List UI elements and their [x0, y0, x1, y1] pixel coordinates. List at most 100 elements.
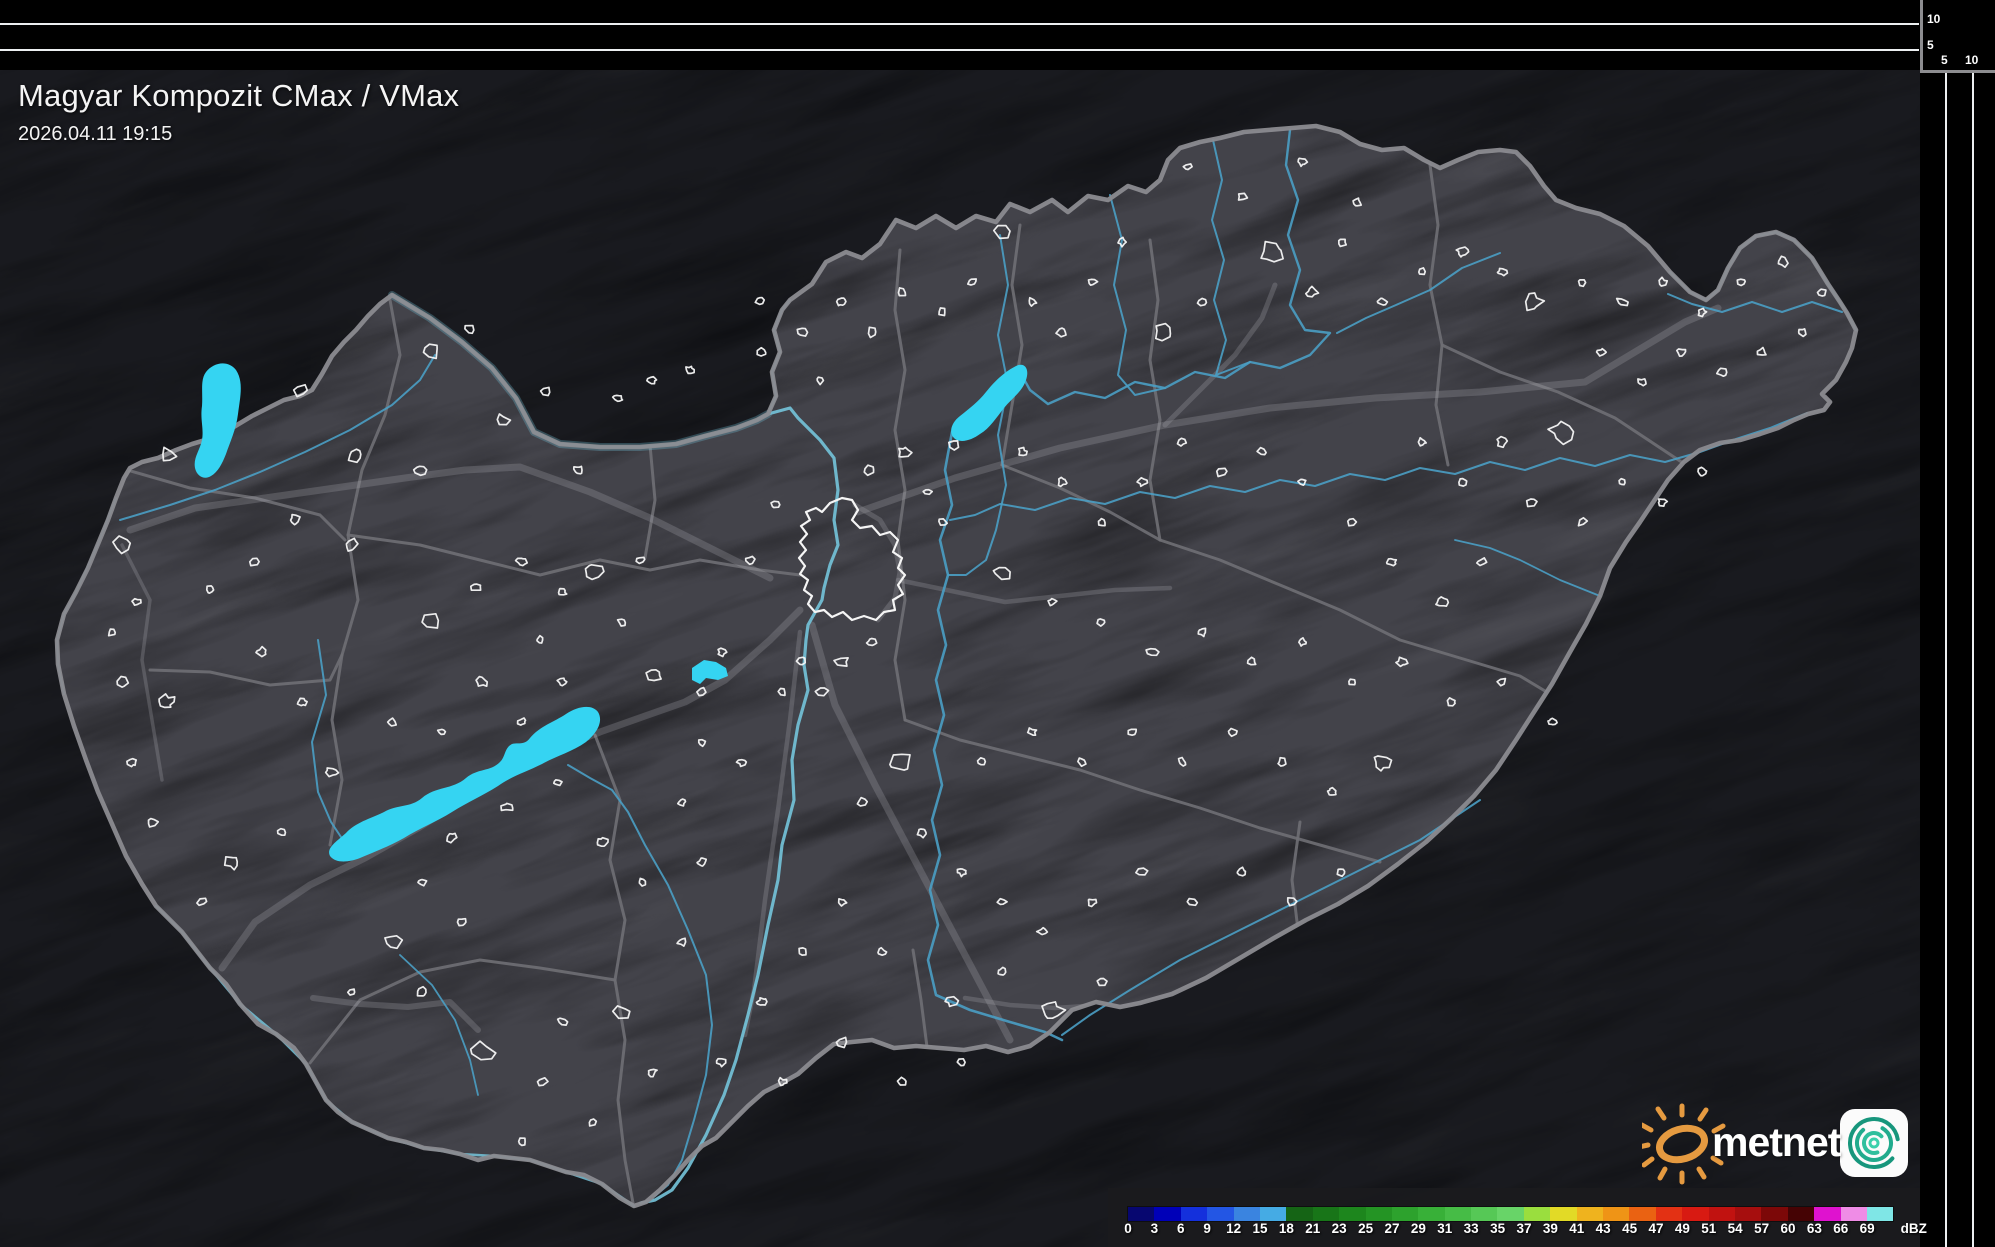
top-profile-panel	[0, 0, 1920, 70]
settlement-outline	[500, 802, 514, 812]
settlement-outline	[1797, 328, 1807, 338]
legend-swatch	[1708, 1207, 1735, 1221]
settlement-outline	[1117, 236, 1128, 248]
legend-tick: 57	[1754, 1221, 1770, 1236]
sun-icon	[1642, 1103, 1726, 1185]
settlement-outline	[1177, 756, 1187, 767]
settlement-outline	[126, 757, 138, 768]
settlement-outline	[976, 756, 987, 766]
settlement-outline	[992, 224, 1011, 240]
settlement-outline	[1096, 618, 1106, 627]
settlement-outline	[557, 587, 568, 596]
top-gridline-5	[0, 49, 1919, 51]
settlement-outline	[1346, 517, 1358, 527]
settlement-outline	[1286, 896, 1298, 907]
settlement-outline	[1455, 246, 1470, 258]
legend-tick: 25	[1358, 1221, 1374, 1236]
settlement-outline	[754, 296, 766, 306]
legend-tick: 6	[1177, 1221, 1185, 1236]
settlement-outline	[1087, 278, 1099, 287]
settlement-outline	[1715, 367, 1728, 378]
logo-wordmark: metnet	[1712, 1119, 1841, 1165]
settlement-outline	[956, 1057, 966, 1067]
settlement-outline	[1227, 727, 1238, 738]
settlement-outline	[616, 618, 627, 627]
settlement-outline	[1777, 255, 1789, 269]
corner-vertical-axis	[1920, 0, 1923, 71]
settlement-outline	[1246, 656, 1257, 666]
settlement-outline	[916, 828, 927, 839]
settlement-outline	[1256, 446, 1267, 456]
settlement-outline	[611, 1005, 631, 1020]
legend-tick: 47	[1648, 1221, 1664, 1236]
legend-tick: 3	[1150, 1221, 1159, 1236]
settlement-outline	[1385, 557, 1398, 567]
dbz-legend: dBZ 0 3 6 9 12 15 18 21 23 25 27 29 31 33 35 37 39 41 43 45…	[1108, 1188, 1927, 1247]
settlement-outline	[1577, 516, 1589, 527]
settlement-outline	[1145, 647, 1160, 657]
settlement-outline	[347, 448, 362, 464]
settlement-outline	[1182, 163, 1193, 171]
settlement-outline	[1524, 292, 1546, 312]
settlement-outline	[1417, 267, 1427, 276]
settlement-outline	[255, 645, 267, 658]
legend-tick: 27	[1384, 1221, 1400, 1236]
settlement-outline	[1417, 436, 1428, 447]
settlement-outline	[1176, 437, 1188, 447]
rivers-layer	[119, 128, 1843, 1205]
settlement-outline	[584, 563, 605, 581]
county-borders-layer	[125, 163, 1685, 1205]
legend-swatch	[1365, 1207, 1392, 1221]
settlement-outline	[412, 465, 428, 477]
settlement-outline	[386, 717, 398, 727]
legend-tick: 29	[1410, 1221, 1426, 1236]
settlement-outline	[896, 1076, 907, 1086]
settlement-outline	[1697, 307, 1708, 318]
settlement-outline	[514, 557, 529, 567]
legend-tick: 41	[1569, 1221, 1585, 1236]
legend-swatch	[1339, 1207, 1366, 1221]
legend-tick: 39	[1542, 1221, 1558, 1236]
settlement-outline	[469, 583, 482, 592]
settlement-outline	[867, 326, 877, 339]
settlement-outline	[816, 376, 825, 386]
settlement-outline	[997, 966, 1007, 976]
right-gridline-10	[1972, 73, 1974, 1247]
settlement-outline	[1087, 898, 1098, 908]
settlement-outline	[162, 446, 178, 462]
settlement-outline	[1496, 435, 1509, 449]
legend-tick: 54	[1727, 1221, 1743, 1236]
settlement-outline	[1577, 278, 1587, 288]
settlement-outline	[556, 677, 568, 687]
lake-balaton	[329, 706, 601, 862]
settlement-outline	[223, 855, 239, 871]
settlement-outline	[1041, 1001, 1067, 1020]
corner-horizontal-axis	[1920, 70, 1995, 73]
settlement-outline	[416, 985, 427, 997]
lake-velence	[692, 660, 728, 684]
settlement-outline	[517, 1137, 526, 1147]
settlement-outline	[1525, 498, 1538, 508]
settlement-outline	[1816, 288, 1827, 297]
settlement-outline	[814, 687, 830, 697]
settlement-outline	[611, 394, 624, 403]
settlement-outline	[1657, 498, 1669, 507]
settlement-outline	[889, 753, 911, 771]
settlement-outline	[1736, 278, 1747, 287]
metnet-app-icon	[1840, 1109, 1908, 1177]
vaxis-tick-10: 10	[1927, 12, 1941, 26]
settlement-outline	[796, 327, 809, 337]
legend-tick: 23	[1331, 1221, 1347, 1236]
page-title: Magyar Kompozit CMax / VMax	[18, 78, 460, 113]
settlement-outline	[676, 937, 687, 947]
settlement-outline	[735, 758, 748, 768]
settlement-outline	[1756, 346, 1767, 356]
settlement-outline	[205, 585, 215, 595]
metnet-logo: metnet	[1642, 1103, 1922, 1188]
settlement-outline	[1096, 977, 1108, 987]
settlement-outline	[1337, 238, 1348, 248]
settlement-outline	[1475, 557, 1488, 567]
settlement-outline	[1047, 597, 1058, 607]
settlement-outline	[1026, 727, 1038, 737]
legend-tick: 21	[1305, 1221, 1321, 1236]
